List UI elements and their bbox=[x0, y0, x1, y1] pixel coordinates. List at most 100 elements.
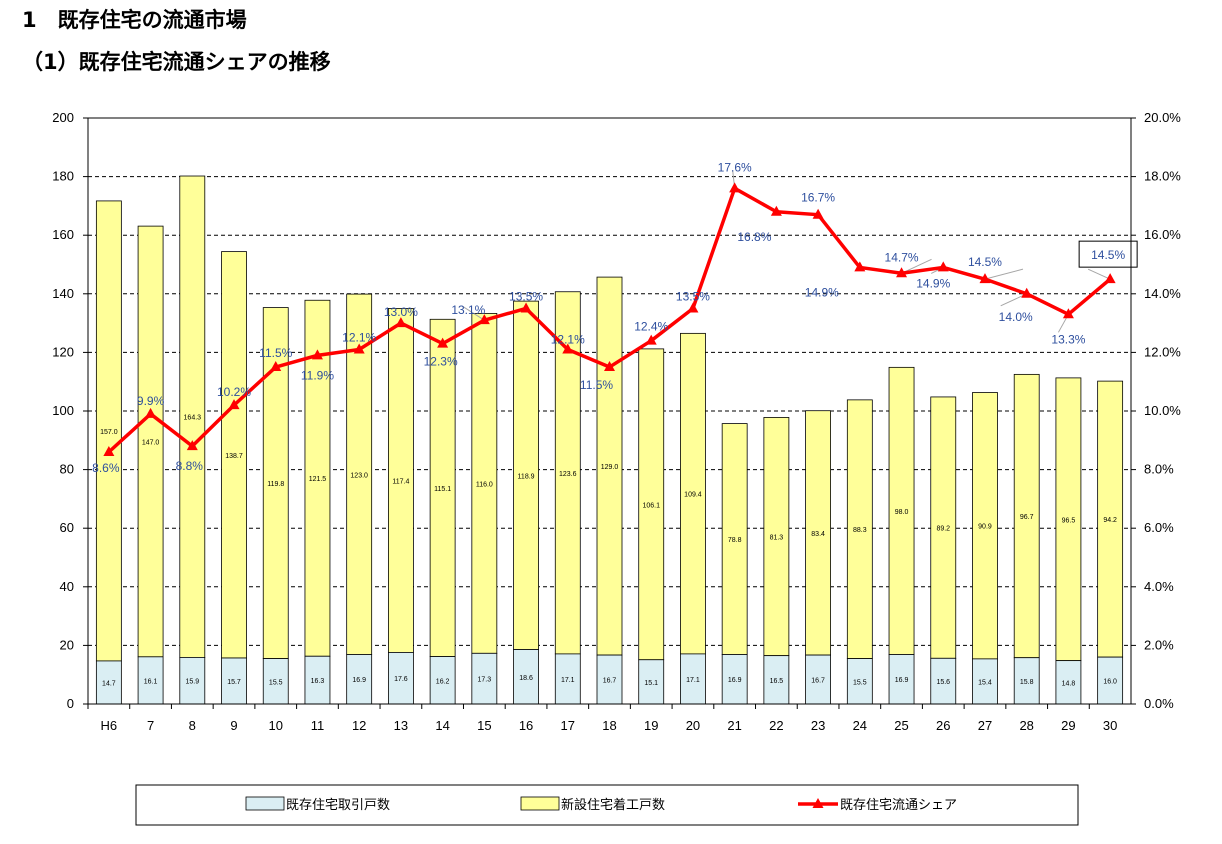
bar-existing-transactions bbox=[346, 654, 373, 705]
bar-label-new: 119.8 bbox=[267, 481, 284, 488]
bar-label-existing: 17.1 bbox=[561, 677, 575, 684]
share-highlight-box bbox=[1078, 240, 1138, 268]
bar-new-housing-starts bbox=[596, 276, 623, 656]
x-tick-label: 7 bbox=[147, 718, 154, 733]
bar-label-new: 109.4 bbox=[684, 492, 702, 499]
share-marker bbox=[395, 317, 407, 328]
share-label: 11.9% bbox=[301, 368, 334, 382]
share-marker bbox=[1021, 287, 1033, 298]
share-marker bbox=[729, 182, 741, 193]
right-tick-label: 8.0% bbox=[1144, 462, 1174, 477]
bar-label-existing: 15.4 bbox=[978, 679, 992, 686]
x-tick-label: 23 bbox=[811, 718, 825, 733]
left-tick-label: 20 bbox=[60, 637, 74, 652]
bar-new-housing-starts bbox=[513, 300, 539, 650]
share-marker bbox=[687, 302, 699, 313]
x-tick-label: 24 bbox=[853, 718, 867, 733]
bar-label-new: 78.8 bbox=[728, 537, 742, 544]
bar-existing-transactions bbox=[387, 652, 414, 705]
legend-swatch-existing bbox=[245, 796, 285, 811]
x-tick-label: 11 bbox=[311, 718, 325, 733]
share-label: 13.5% bbox=[676, 289, 710, 303]
left-tick-label: 80 bbox=[60, 462, 74, 477]
bar-existing-transactions bbox=[554, 653, 581, 705]
bar-label-existing: 16.9 bbox=[352, 677, 366, 684]
bar-existing-transactions bbox=[429, 656, 456, 705]
share-marker bbox=[562, 343, 574, 354]
x-tick-label: 29 bbox=[1061, 718, 1075, 733]
x-tick-label: 25 bbox=[894, 718, 908, 733]
bar-label-new: 94.2 bbox=[1103, 517, 1117, 524]
legend: 既存住宅取引戸数 新設住宅着工戸数 既存住宅流通シェア bbox=[135, 784, 1079, 826]
share-label: 16.8% bbox=[737, 230, 771, 244]
share-marker bbox=[937, 261, 949, 272]
bar-label-existing: 17.3 bbox=[478, 677, 492, 684]
x-tick-label: 8 bbox=[189, 718, 196, 733]
bar-existing-transactions bbox=[1097, 656, 1124, 705]
legend-box bbox=[135, 784, 1079, 826]
left-tick-label: 120 bbox=[52, 344, 74, 359]
bar-label-new: 98.0 bbox=[895, 509, 909, 516]
x-tick-label: 16 bbox=[519, 718, 533, 733]
x-tick-label: 17 bbox=[561, 718, 575, 733]
left-tick-label: 200 bbox=[52, 110, 74, 125]
right-tick-label: 12.0% bbox=[1144, 344, 1181, 359]
x-tick-label: 10 bbox=[269, 718, 283, 733]
share-marker bbox=[353, 343, 365, 354]
bar-new-housing-starts bbox=[805, 410, 831, 656]
left-tick-label: 100 bbox=[52, 403, 74, 418]
x-tick-label: 18 bbox=[602, 718, 616, 733]
bar-new-housing-starts bbox=[763, 417, 790, 657]
bar-label-existing: 15.1 bbox=[644, 680, 658, 687]
x-tick-label: 13 bbox=[394, 718, 408, 733]
x-tick-label: 14 bbox=[435, 718, 449, 733]
bar-new-housing-starts bbox=[638, 348, 665, 661]
share-marker bbox=[228, 399, 240, 410]
x-tick-label: 22 bbox=[769, 718, 783, 733]
bar-existing-transactions bbox=[972, 658, 998, 705]
share-marker bbox=[145, 407, 157, 418]
share-label: 9.9% bbox=[137, 394, 165, 408]
share-label: 11.5% bbox=[580, 378, 613, 392]
share-marker bbox=[186, 440, 198, 451]
share-label: 13.0% bbox=[384, 305, 418, 319]
share-marker bbox=[270, 361, 282, 372]
leader-line bbox=[462, 305, 485, 321]
share-marker bbox=[311, 349, 323, 360]
bar-label-new: 123.6 bbox=[559, 471, 577, 478]
share-marker bbox=[854, 261, 866, 272]
right-tick-label: 18.0% bbox=[1144, 169, 1181, 184]
x-tick-label: 27 bbox=[978, 718, 992, 733]
share-marker bbox=[437, 337, 449, 348]
bar-label-existing: 16.2 bbox=[436, 678, 450, 685]
share-label: 14.7% bbox=[885, 250, 919, 264]
share-marker bbox=[520, 302, 532, 313]
share-marker bbox=[770, 205, 782, 216]
x-tick-label: 28 bbox=[1019, 718, 1033, 733]
share-label: 16.7% bbox=[801, 191, 835, 205]
left-tick-label: 0 bbox=[67, 696, 74, 711]
bar-label-existing: 16.7 bbox=[811, 678, 825, 685]
bar-existing-transactions bbox=[930, 657, 957, 705]
leader-line bbox=[1087, 268, 1111, 280]
share-label: 14.5% bbox=[1091, 248, 1125, 262]
x-tick-label: 20 bbox=[686, 718, 700, 733]
share-labels-layer: 8.6% 9.9% 8.8% 10.2% 11.5% 11.9% 12.1% 13.0% 12.… bbox=[92, 160, 1138, 475]
right-tick-label: 0.0% bbox=[1144, 696, 1174, 711]
bar-labels-layer: 14.7 157.0 16.1 147.0 15.9 164.3 15.7 138.7 15.5… bbox=[100, 415, 1117, 688]
bar-label-new: 96.7 bbox=[1020, 514, 1034, 521]
bar-label-new: 121.5 bbox=[309, 476, 327, 483]
bar-label-new: 164.3 bbox=[184, 415, 202, 422]
section-heading: 1 既存住宅の流通市場 bbox=[22, 8, 247, 32]
bar-new-housing-starts bbox=[387, 308, 414, 653]
bar-label-new: 117.4 bbox=[392, 478, 409, 485]
share-label: 12.4% bbox=[634, 320, 668, 334]
bar-label-new: 90.9 bbox=[978, 524, 992, 531]
x-tick-label: 26 bbox=[936, 718, 950, 733]
bar-existing-transactions bbox=[596, 654, 623, 705]
bar-label-existing: 15.8 bbox=[1020, 679, 1034, 686]
bar-label-new: 81.3 bbox=[770, 535, 784, 542]
bar-label-existing: 15.5 bbox=[269, 679, 283, 686]
right-tick-label: 20.0% bbox=[1144, 110, 1181, 125]
